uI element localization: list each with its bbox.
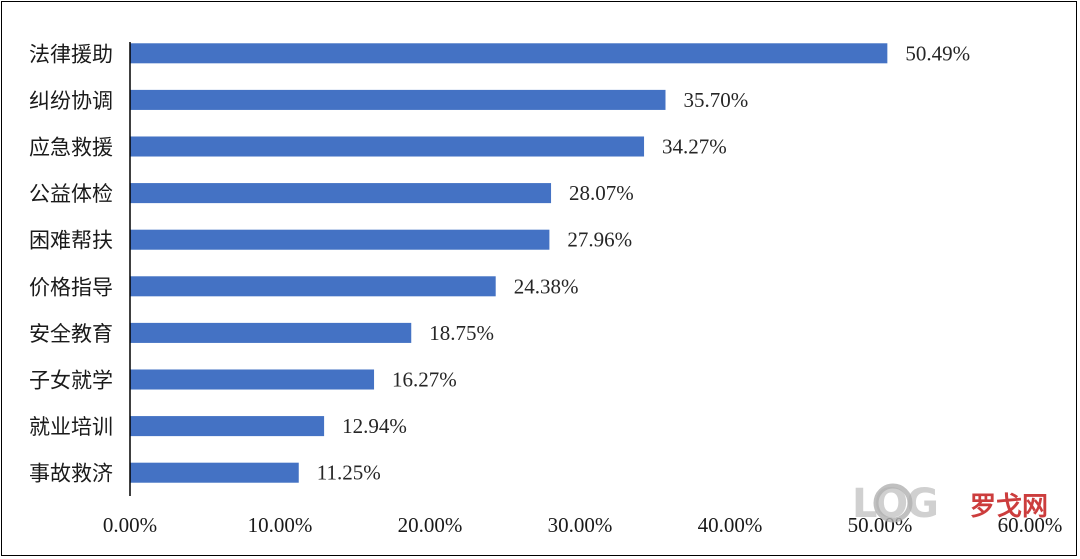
bar-value-label: 11.25%: [317, 461, 381, 485]
category-label: 价格指导: [29, 275, 113, 299]
bar-value-label: 28.07%: [569, 181, 634, 205]
bar-value-label: 18.75%: [429, 321, 494, 345]
x-tick-label: 20.00%: [398, 513, 463, 537]
watermark-text: 罗戈网: [970, 492, 1048, 522]
bar-7: [130, 369, 375, 390]
x-tick-label: 40.00%: [698, 513, 763, 537]
category-label: 困难帮扶: [29, 229, 113, 253]
watermark-logo: LOG 罗戈网: [852, 481, 1048, 527]
bar-8: [130, 416, 325, 437]
bar-9: [130, 462, 299, 483]
bar-value-label: 16.27%: [392, 368, 457, 392]
category-label: 安全教育: [29, 322, 113, 346]
bar-3: [130, 183, 552, 204]
x-tick-label: 0.00%: [103, 513, 157, 537]
bar-2: [130, 136, 645, 157]
value-labels-group: 50.49% 35.70% 34.27% 28.07% 27.96% 24.38% 18.7…: [317, 41, 970, 484]
category-label: 法律援助: [29, 42, 113, 66]
category-label: 应急救援: [29, 136, 113, 160]
category-label: 子女就学: [29, 369, 113, 393]
bar-value-label: 24.38%: [514, 274, 579, 298]
bar-6: [130, 322, 412, 343]
watermark-ring-icon: [873, 483, 913, 523]
category-label: 就业培训: [29, 415, 113, 439]
x-tick-label: 30.00%: [548, 513, 613, 537]
bar-value-label: 27.96%: [567, 228, 632, 252]
category-label: 公益体检: [29, 182, 113, 206]
x-tick-label: 60.00%: [998, 513, 1063, 537]
bar-5: [130, 276, 496, 297]
bars-group: [130, 43, 888, 483]
bar-value-label: 35.70%: [684, 88, 749, 112]
bar-value-label: 12.94%: [342, 414, 407, 438]
bar-value-label: 34.27%: [662, 135, 727, 159]
bar-4: [130, 229, 550, 250]
bar-1: [130, 89, 666, 110]
bar-0: [130, 43, 888, 64]
bar-value-label: 50.49%: [905, 41, 970, 65]
category-label: 事故救济: [29, 462, 113, 486]
x-tick-label: 10.00%: [248, 513, 313, 537]
category-label: 纠纷协调: [29, 89, 113, 113]
